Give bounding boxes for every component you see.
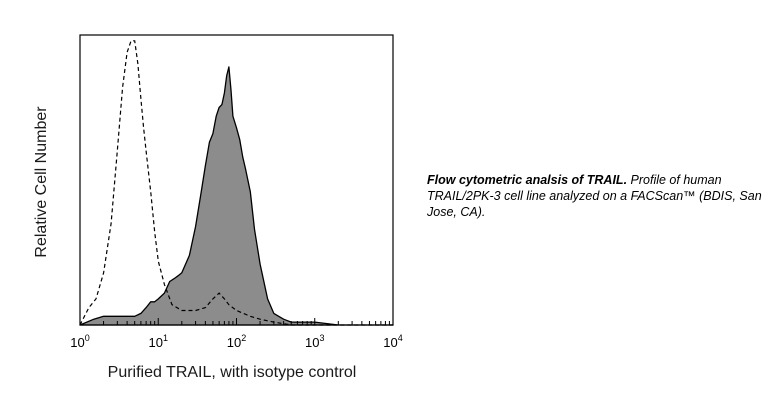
caption-text: Profile of human TRAIL/2PK-3 cell line a… — [427, 173, 762, 219]
x-tick-label: 101 — [149, 333, 168, 350]
x-axis-tick-labels: 100 101 102 103 104 — [70, 333, 402, 350]
histogram-chart: 100 101 102 103 104 Purified TRAIL, with iso… — [33, 34, 403, 381]
x-tick-label: 102 — [227, 333, 246, 350]
series-isotype-dashed-histogram — [79, 40, 393, 326]
caption-title: Flow cytometric analsis of TRAIL. — [427, 173, 628, 187]
y-axis-title: Relative Cell Number — [33, 106, 50, 258]
series-trail-filled-histogram — [79, 66, 394, 326]
x-axis-title: Purified TRAIL, with isotype control — [108, 364, 357, 381]
x-tick-label: 104 — [383, 333, 402, 350]
x-tick-label: 100 — [70, 333, 89, 350]
x-axis-ticks — [79, 318, 394, 325]
figure-caption: Flow cytometric analsis of TRAIL. Profil… — [427, 172, 779, 220]
plot-series — [79, 40, 394, 326]
x-tick-label: 103 — [305, 333, 324, 350]
